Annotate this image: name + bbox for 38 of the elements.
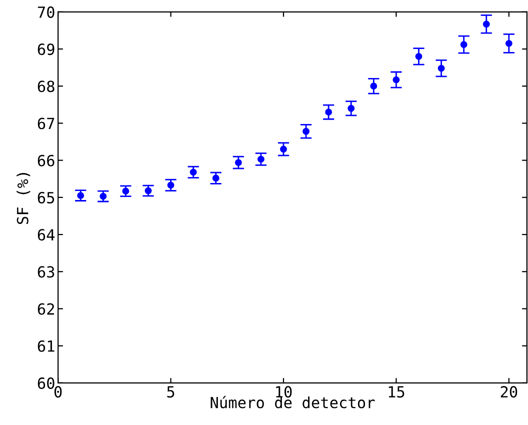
point	[77, 192, 84, 200]
y-tick-label: 66	[38, 154, 54, 166]
point	[415, 52, 422, 60]
point	[167, 182, 174, 189]
x-tick-label: 5	[167, 386, 174, 398]
point	[212, 174, 220, 182]
point	[438, 64, 445, 72]
point	[234, 159, 242, 166]
y-tick-label: 62	[38, 303, 54, 315]
point	[122, 188, 130, 195]
x-tick-label: 10	[276, 386, 292, 398]
point	[325, 108, 332, 116]
x-tick-label: 20	[500, 386, 518, 398]
point	[144, 187, 152, 194]
point	[100, 192, 107, 200]
x-axis-title: Número de detector	[210, 396, 375, 408]
y-tick-label: 69	[38, 44, 54, 56]
point	[370, 82, 378, 90]
y-tick-label: 65	[38, 192, 54, 204]
point	[348, 104, 355, 112]
point	[257, 156, 264, 163]
point	[190, 168, 197, 176]
point	[392, 76, 400, 84]
y-axis-title: SF (%)	[16, 172, 30, 224]
y-tick-label: 67	[38, 118, 54, 130]
point	[460, 41, 468, 48]
x-tick-label: 0	[54, 386, 62, 398]
y-tick-label: 63	[38, 266, 54, 278]
point	[302, 128, 310, 135]
point	[482, 20, 490, 28]
point	[280, 146, 287, 153]
x-tick-label: 15	[388, 386, 404, 398]
y-tick-label: 61	[38, 340, 54, 352]
y-tick-label: 70	[38, 6, 54, 18]
y-tick-label: 68	[38, 80, 54, 92]
y-tick-label: 60	[38, 377, 54, 389]
y-tick-label: 64	[38, 229, 55, 241]
point	[505, 40, 512, 47]
